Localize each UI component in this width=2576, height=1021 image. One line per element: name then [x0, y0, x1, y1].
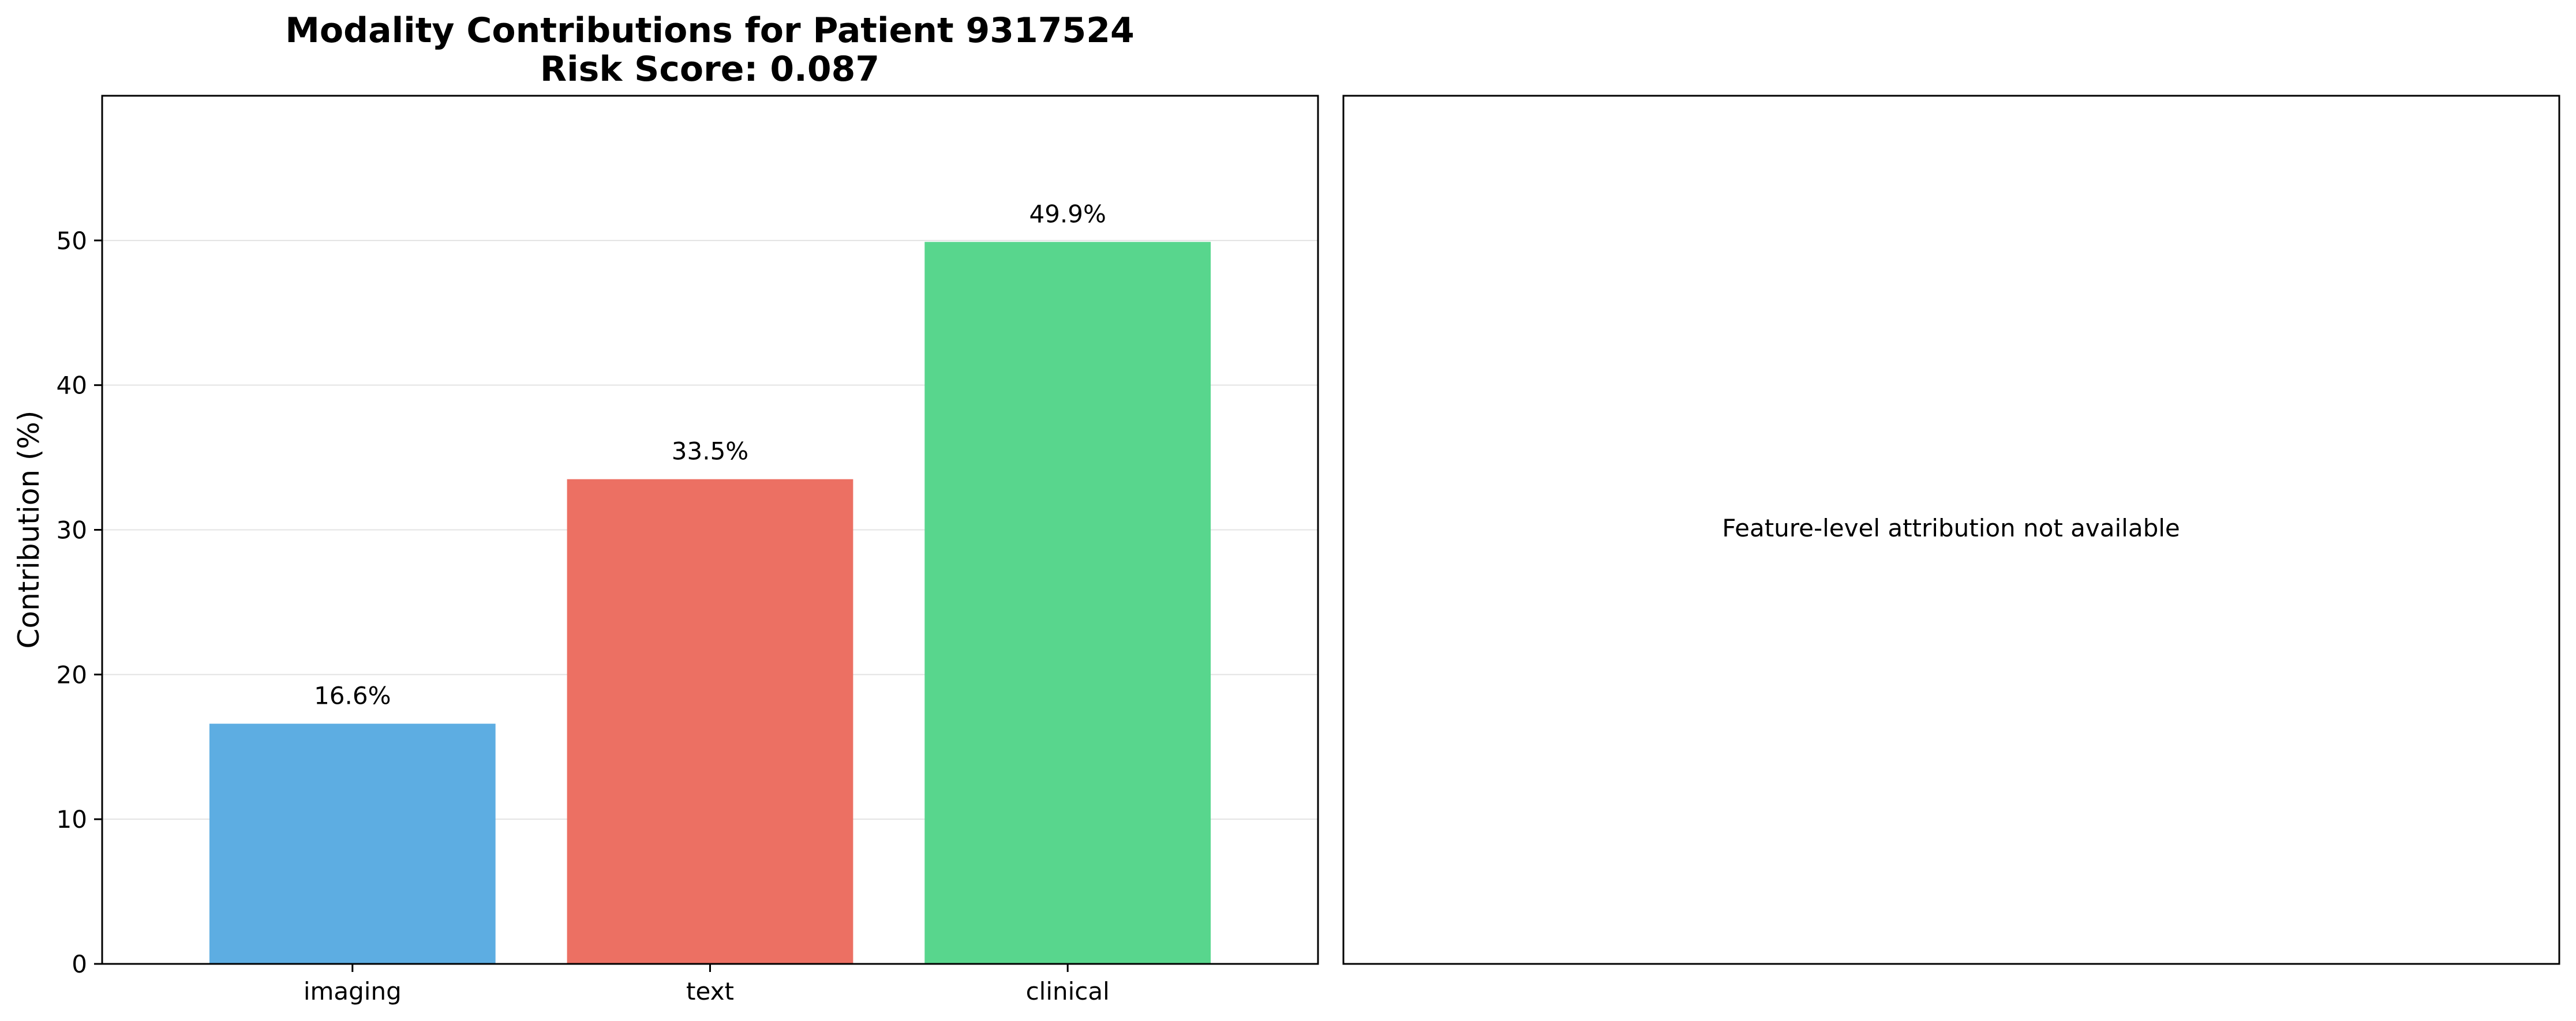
- x-tick-label: clinical: [1026, 977, 1110, 1005]
- y-tick-label: 10: [57, 805, 87, 834]
- bar-clinical: [924, 242, 1211, 964]
- bar-value-labels: 16.6% 33.5% 49.9%: [314, 200, 1106, 710]
- x-tick-label: imaging: [304, 977, 402, 1005]
- y-tick-label: 30: [57, 516, 87, 545]
- x-tick-label: text: [686, 977, 734, 1005]
- bar-chart-panel: 16.6% 33.5% 49.9% 0 10 20 30 40 50 imaging text c…: [12, 95, 1319, 1005]
- bar-text: [567, 479, 853, 964]
- chart-title: Modality Contributions for Patient 93175…: [285, 10, 1135, 51]
- bar-imaging: [209, 723, 496, 964]
- y-axis-ticks: 0 10 20 30 40 50: [57, 227, 102, 978]
- y-tick-label: 40: [57, 371, 87, 400]
- y-tick-label: 50: [57, 227, 87, 255]
- x-axis-ticks: imaging text clinical: [304, 964, 1110, 1005]
- bar-value-label: 33.5%: [672, 437, 748, 466]
- y-tick-label: 0: [72, 950, 87, 978]
- bar-value-label: 16.6%: [314, 682, 391, 710]
- empty-plot-frame: [1342, 95, 2560, 965]
- bar-value-label: 49.9%: [1029, 200, 1106, 228]
- y-axis-label: Contribution (%): [12, 411, 46, 649]
- bars: [209, 242, 1211, 964]
- y-tick-label: 20: [57, 660, 87, 689]
- chart-subtitle: Risk Score: 0.087: [540, 49, 879, 89]
- not-available-message: Feature-level attribution not available: [1722, 514, 2180, 542]
- feature-attribution-panel: Feature-level attribution not available: [1342, 95, 2560, 965]
